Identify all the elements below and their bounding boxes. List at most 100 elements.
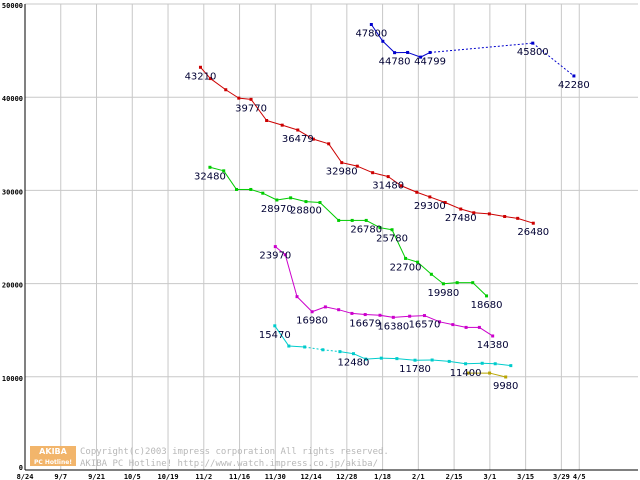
series-green-point — [337, 218, 341, 222]
series-red-segment — [357, 165, 373, 174]
series-magenta-point — [273, 245, 277, 249]
series-cyan-data-label: 11400 — [450, 368, 482, 379]
series-green-point — [429, 272, 433, 276]
series-green-point — [455, 281, 459, 285]
series-magenta-segment — [409, 315, 425, 317]
series-red-point — [340, 161, 344, 165]
series-magenta-segment — [379, 314, 394, 318]
series-red-segment — [429, 196, 446, 203]
y-tick-label: 50000 — [2, 2, 23, 10]
akiba-logo-text: AKIBA — [39, 447, 67, 456]
series-cyan — [273, 324, 513, 368]
series-red-data-label: 29300 — [414, 201, 446, 212]
series-red-segment — [200, 66, 211, 79]
series-green-segment — [250, 188, 263, 194]
series-cyan-segment — [432, 359, 450, 362]
series-red-data-label: 26480 — [517, 227, 549, 238]
x-tick-label: 3/29 — [553, 473, 570, 480]
series-green — [208, 165, 489, 298]
series-red-point — [198, 65, 202, 69]
series-green-data-label: 19980 — [427, 288, 459, 299]
series-blue-segment — [370, 24, 384, 42]
x-tick-label: 4/5 — [573, 473, 586, 480]
series-magenta-segment — [325, 306, 339, 311]
series-green-point — [261, 191, 265, 195]
series-cyan-segment — [339, 351, 354, 355]
series-blue-point — [428, 50, 432, 54]
series-green-point — [249, 187, 253, 191]
series-magenta-point — [310, 310, 314, 314]
series-red-segment — [416, 191, 431, 198]
series-blue-segment — [430, 42, 533, 53]
series-red-point — [249, 97, 253, 101]
series-cyan-point — [338, 350, 342, 354]
series-magenta-segment — [365, 314, 381, 316]
series-blue-point — [369, 23, 373, 27]
series-olive-point — [504, 375, 508, 379]
series-red-point — [265, 119, 269, 122]
series-cyan-point — [395, 357, 399, 361]
series-red-point — [459, 207, 463, 211]
series-magenta-point — [464, 325, 468, 329]
series-green-segment — [405, 257, 418, 263]
series-magenta-point — [391, 315, 395, 319]
series-green-point — [485, 294, 489, 298]
series-red-segment — [297, 129, 314, 140]
series-magenta-segment — [311, 306, 326, 313]
series-magenta-segment — [338, 309, 353, 314]
series-red-point — [531, 221, 535, 225]
x-tick-label: 1/18 — [374, 473, 391, 480]
series-olive — [466, 371, 508, 379]
series-olive-point — [466, 371, 470, 375]
x-tick-label: 12/14 — [301, 473, 322, 480]
series-red-segment — [328, 143, 343, 163]
series-red-point — [371, 171, 375, 175]
x-tick-label: 2/1 — [412, 473, 425, 480]
series-red-point — [355, 164, 359, 168]
x-tick-label: 11/2 — [195, 473, 212, 480]
series-magenta-segment — [479, 326, 493, 337]
akiba-logo-top — [30, 446, 76, 456]
series-green-data-label: 22700 — [390, 262, 422, 273]
series-red-point — [386, 175, 390, 179]
y-tick-label: 10000 — [2, 375, 23, 383]
series-cyan-segment — [288, 345, 305, 348]
series-cyan-point — [447, 359, 451, 363]
series-green-point — [404, 256, 408, 260]
series-magenta-data-label: 23970 — [259, 251, 291, 262]
y-tick-label: 40000 — [2, 95, 23, 103]
series-blue-data-label: 42280 — [558, 80, 590, 91]
series-green-point — [390, 228, 394, 232]
series-cyan-segment — [365, 357, 382, 360]
series-green-segment — [366, 219, 381, 229]
series-red-point — [224, 88, 228, 92]
series-cyan-segment — [396, 358, 416, 361]
series-group — [198, 23, 576, 379]
series-magenta-point — [451, 323, 455, 327]
series-cyan-segment — [322, 349, 340, 353]
x-tick-label: 10/5 — [124, 473, 141, 480]
site-url-line: AKIBA PC Hotline! http://www.watch.impre… — [80, 459, 378, 469]
series-blue-data-label: 44780 — [379, 57, 411, 68]
data-labels: 47800 44780 44799 45800 42280 43210 39770 36479… — [185, 29, 590, 392]
series-magenta-data-label: 16980 — [296, 316, 328, 327]
series-red-segment — [250, 99, 268, 121]
series-cyan-data-label: 11780 — [399, 364, 431, 375]
series-cyan-data-label: 12480 — [338, 358, 370, 369]
series-magenta-segment — [393, 315, 410, 318]
series-red-data-label: 31480 — [372, 181, 404, 192]
series-red-data-label: 43210 — [185, 71, 217, 82]
series-cyan-point — [321, 348, 325, 352]
series-red-data-label: 36479 — [282, 134, 314, 145]
series-red-point — [428, 195, 432, 199]
series-magenta-point — [295, 295, 299, 299]
axes — [24, 4, 638, 471]
x-tick-label: 11/16 — [229, 473, 250, 480]
series-green-segment — [417, 261, 432, 275]
series-olive-segment — [489, 372, 506, 378]
series-cyan-segment — [274, 325, 290, 347]
series-red-segment — [444, 202, 461, 210]
series-green-point — [441, 282, 445, 286]
series-red-segment — [473, 212, 490, 215]
series-red-point — [516, 216, 520, 220]
